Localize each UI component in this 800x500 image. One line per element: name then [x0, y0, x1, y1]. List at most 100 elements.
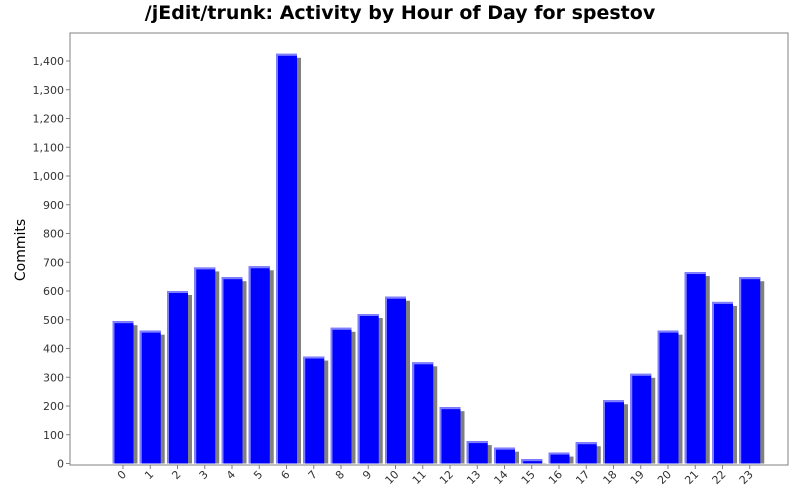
bar-highlight-left: [385, 296, 387, 464]
bar-highlight-top: [330, 327, 352, 330]
x-tick-label: 13: [464, 468, 483, 487]
bar: [575, 442, 597, 464]
x-tick-label: 17: [573, 468, 592, 487]
y-tick-label: 1,000: [33, 170, 65, 183]
bar-highlight-left: [276, 53, 278, 464]
bar: [739, 277, 761, 464]
y-tick-label: 700: [43, 256, 64, 269]
x-tick-label: 21: [682, 468, 701, 487]
x-tick-label: 10: [383, 468, 402, 487]
bar-highlight-left: [330, 327, 333, 464]
bar-highlight-left: [439, 407, 442, 464]
bar-highlight-left: [630, 373, 633, 464]
x-tick-label: 5: [251, 468, 265, 482]
bar: [221, 277, 243, 464]
bar-highlight-top: [712, 301, 733, 304]
y-tick-label: 1,200: [33, 113, 65, 126]
bar: [684, 272, 706, 464]
bar: [712, 301, 733, 464]
bar-highlight-left: [521, 459, 524, 464]
y-tick-label: 900: [43, 199, 64, 212]
bar: [439, 407, 461, 464]
bar: [466, 441, 488, 464]
bar-highlight-left: [739, 277, 742, 464]
x-tick-label: 14: [492, 468, 511, 487]
bar: [248, 266, 270, 464]
bar-highlight-top: [194, 267, 216, 270]
x-tick-label: 12: [437, 468, 456, 487]
bar-highlight-top: [603, 400, 624, 403]
bar: [630, 373, 652, 464]
bar-highlight-top: [684, 272, 706, 275]
x-tick-label: 20: [655, 468, 674, 487]
bar-highlight-left: [194, 267, 197, 464]
bar: [494, 447, 515, 464]
bar-highlight-left: [357, 314, 360, 464]
y-axis-title: Commits: [13, 219, 29, 281]
bar-highlight-left: [248, 266, 251, 464]
bar-highlight-top: [276, 53, 297, 56]
bar-highlight-top: [521, 459, 543, 462]
bar-highlight-top: [657, 330, 679, 333]
bar-highlight-top: [548, 452, 570, 455]
bar: [167, 291, 188, 464]
bar-highlight-top: [412, 362, 434, 365]
bar: [112, 321, 134, 464]
x-tick-label: 15: [519, 468, 538, 487]
bar-highlight-top: [167, 291, 188, 293]
x-tick-label: 22: [710, 468, 729, 487]
bars: [112, 53, 765, 464]
x-tick-label: 4: [224, 468, 238, 482]
bar: [357, 314, 379, 464]
bar: [330, 327, 352, 464]
bar-highlight-left: [603, 400, 605, 464]
bar-highlight-top: [248, 266, 270, 269]
y-tick-label: 500: [43, 314, 64, 327]
x-tick-label: 23: [737, 468, 756, 487]
bar: [657, 330, 679, 464]
bar: [412, 362, 434, 464]
x-tick-label: 18: [601, 468, 620, 487]
bar-highlight-top: [385, 296, 406, 299]
y-tick-label: 300: [43, 371, 64, 384]
bar-highlight-left: [548, 452, 551, 464]
bar-highlight-top: [357, 314, 379, 316]
bar-highlight-left: [684, 272, 687, 464]
y-tick-label: 800: [43, 228, 64, 241]
bar-highlight-left: [412, 362, 415, 464]
bar-highlight-top: [221, 277, 243, 280]
y-tick-label: 0: [57, 458, 64, 471]
y-axis: 0 100 200 300 400 500 600 700 800 900 1,000 1,100 1,…: [33, 55, 70, 471]
bar: [303, 356, 325, 464]
bar-highlight-left: [712, 301, 714, 464]
x-tick-label: 6: [278, 468, 292, 482]
bar-highlight-left: [139, 330, 142, 464]
x-tick-label: 0: [115, 468, 129, 482]
bar: [385, 296, 406, 464]
y-tick-label: 1,300: [33, 84, 65, 97]
x-tick-label: 8: [333, 468, 347, 482]
bar-highlight-top: [575, 442, 597, 445]
bar-highlight-left: [221, 277, 224, 464]
bar-highlight-left: [466, 441, 469, 464]
bar-highlight-left: [167, 291, 169, 464]
y-tick-label: 400: [43, 343, 64, 356]
bar: [139, 330, 161, 464]
x-tick-label: 7: [306, 468, 320, 482]
x-tick-label: 9: [360, 468, 374, 482]
bar-highlight-top: [630, 373, 652, 376]
bar: [603, 400, 624, 464]
x-tick-label: 3: [197, 468, 211, 482]
y-tick-label: 200: [43, 400, 64, 413]
y-tick-label: 1,100: [33, 141, 65, 154]
x-tick-label: 1: [142, 468, 156, 482]
x-tick-label: 16: [546, 468, 565, 487]
bar-highlight-top: [739, 277, 761, 280]
bar-highlight-left: [112, 321, 115, 464]
x-tick-label: 19: [628, 468, 647, 487]
bar-highlight-top: [303, 356, 325, 359]
x-axis: 0 1 2 3 4 5 6 7 8 9 10 11 12 13 14 15 16 17 18 19 20 21 22 23: [115, 465, 756, 487]
x-tick-label: 2: [169, 468, 183, 482]
y-tick-label: 600: [43, 285, 64, 298]
bar: [276, 53, 297, 464]
